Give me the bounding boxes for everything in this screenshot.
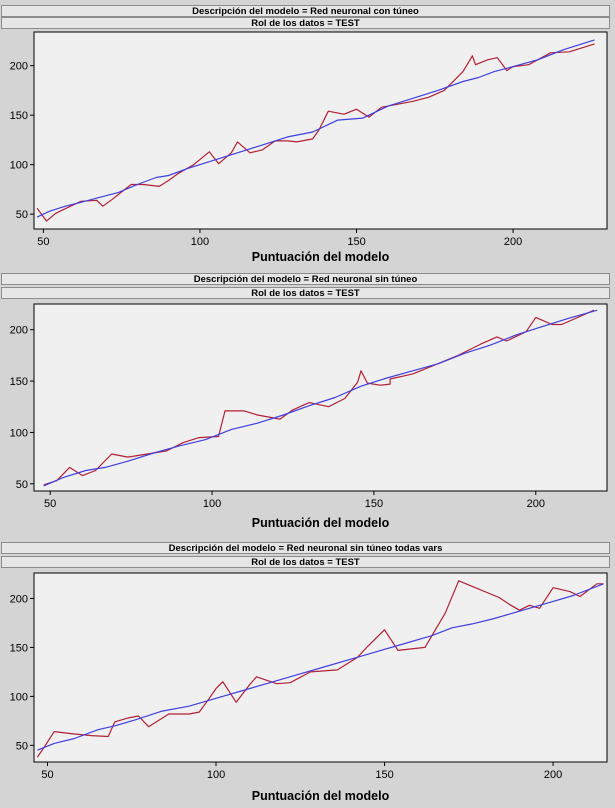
chart-panel-3: Descripción del modelo = Red neuronal si… [0,542,615,808]
series-line-red [43,309,595,486]
x-axis-label: Puntuación del modelo [252,250,390,264]
chart-area: 50 100 150 200 50 100 150 200 Puntuación del mod… [0,29,615,269]
y-tick-label: 150 [10,376,28,388]
data-role-header: Rol de los datos = TEST [1,287,610,299]
y-tick-label: 100 [10,691,28,703]
line-chart-2: 50 100 150 200 50 100 150 200 Puntuación del mod… [10,303,608,530]
x-tick-label: 100 [191,236,209,248]
x-tick-label: 150 [365,498,383,510]
y-tick-label: 200 [10,325,28,337]
model-description-header: Descripción del modelo = Red neuronal si… [1,542,610,554]
data-role-header: Rol de los datos = TEST [1,556,610,568]
chart-panel-2: Descripción del modelo = Red neuronal si… [0,273,615,538]
model-description-header: Descripción del modelo = Red neuronal co… [1,5,610,17]
plot-area [33,31,608,230]
y-tick-label: 200 [10,593,28,605]
y-tick-label: 200 [10,61,28,73]
y-tick-label: 50 [16,479,28,491]
x-tick-label: 150 [347,236,365,248]
chart-area: 50 100 150 200 50 100 150 200 Puntuación del mod… [0,299,615,538]
y-tick-label: 50 [16,209,28,221]
series-line-red [36,580,604,758]
x-tick-label: 50 [37,236,49,248]
y-tick-label: 50 [16,740,28,752]
y-tick-label: 150 [10,642,28,654]
x-tick-label: 150 [375,769,393,781]
data-role-header: Rol de los datos = TEST [1,17,610,29]
x-tick-label: 50 [44,498,56,510]
model-description-header: Descripción del modelo = Red neuronal si… [1,273,610,285]
line-chart-3: 50 100 150 200 50 100 150 200 Puntuación del mod… [10,572,608,803]
x-tick-label: 100 [207,769,225,781]
y-tick-label: 100 [10,427,28,439]
series-line-blue [37,583,604,751]
x-tick-label: 200 [527,498,545,510]
series-line-blue [36,39,595,218]
x-axis-label: Puntuación del modelo [252,789,390,803]
series-line-blue [43,309,598,487]
x-tick-label: 50 [41,769,53,781]
y-tick-label: 150 [10,110,28,122]
x-tick-label: 100 [203,498,221,510]
x-axis-label: Puntuación del modelo [252,516,390,530]
line-chart-1: 50 100 150 200 50 100 150 200 Puntuación del mod… [10,31,608,264]
y-tick-label: 100 [10,160,28,172]
plot-area [33,303,608,492]
chart-panel-1: Descripción del modelo = Red neuronal co… [0,5,615,269]
x-tick-label: 200 [544,769,562,781]
chart-area: 50 100 150 200 50 100 150 200 Puntuación del mod… [0,568,615,808]
x-tick-label: 200 [504,236,522,248]
series-line-red [36,43,595,222]
